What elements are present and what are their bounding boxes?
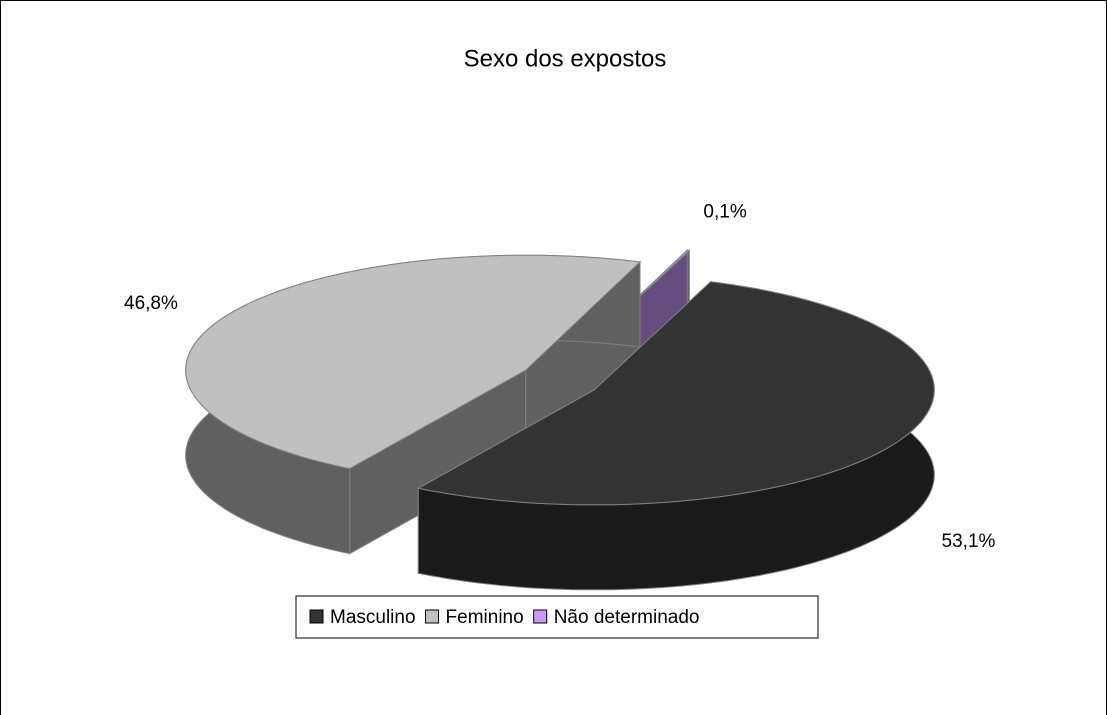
data-label: 46,8% <box>124 293 178 314</box>
legend-swatch <box>533 609 548 624</box>
slice <box>185 254 642 470</box>
legend-label: Masculino <box>330 607 416 628</box>
chart-title: Sexo dos expostos <box>464 45 667 72</box>
slice <box>416 281 935 506</box>
legend-swatch <box>425 609 440 624</box>
data-label: 0,1% <box>703 202 746 223</box>
data-label: 53,1% <box>942 531 996 552</box>
pie <box>185 249 935 591</box>
legend-label: Feminino <box>446 607 524 628</box>
legend <box>295 595 819 639</box>
legend-items: Masculino Feminino Não determinado <box>309 607 700 628</box>
legend-label: Não determinado <box>554 607 700 628</box>
legend-swatch <box>309 609 324 624</box>
